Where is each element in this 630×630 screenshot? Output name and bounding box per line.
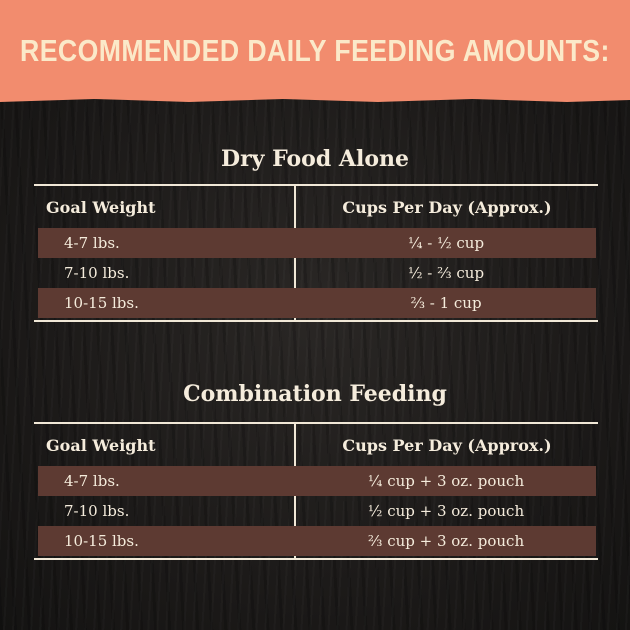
- table-bottom-rule: [34, 558, 598, 560]
- page-title: RECOMMENDED DAILY FEEDING AMOUNTS:: [20, 33, 610, 68]
- row-weight: 7-10 lbs.: [64, 502, 130, 520]
- row-amount: ¼ cup + 3 oz. pouch: [367, 472, 525, 490]
- table-bottom-rule: [34, 320, 598, 322]
- column-header-weight: Goal Weight: [46, 198, 156, 217]
- dry-food-title: Dry Food Alone: [220, 146, 409, 172]
- table-top-rule: [34, 422, 598, 424]
- row-amount: ½ cup + 3 oz. pouch: [367, 502, 525, 520]
- column-header-cups: Cups Per Day (Approx.): [342, 436, 552, 455]
- table-row: 10-15 lbs. ⅔ - 1 cup: [38, 288, 596, 318]
- table-row: 7-10 lbs. ½ cup + 3 oz. pouch: [38, 496, 596, 526]
- column-header-weight: Goal Weight: [46, 436, 156, 455]
- combination-title: Combination Feeding: [183, 381, 447, 407]
- row-weight: 7-10 lbs.: [64, 264, 130, 282]
- row-weight: 10-15 lbs.: [64, 532, 139, 550]
- table-row: 4-7 lbs. ¼ - ½ cup: [38, 228, 596, 258]
- row-amount: ⅔ - 1 cup: [410, 294, 482, 312]
- row-amount: ⅔ cup + 3 oz. pouch: [367, 532, 525, 550]
- table-row: 4-7 lbs. ¼ cup + 3 oz. pouch: [38, 466, 596, 496]
- row-amount: ½ - ⅔ cup: [407, 264, 485, 282]
- table-row: 10-15 lbs. ⅔ cup + 3 oz. pouch: [38, 526, 596, 556]
- table-top-rule: [34, 184, 598, 186]
- table-header-row: Goal Weight Cups Per Day (Approx.): [34, 424, 598, 466]
- column-header-cups: Cups Per Day (Approx.): [342, 198, 552, 217]
- row-amount: ¼ - ½ cup: [407, 234, 485, 252]
- table-header-row: Goal Weight Cups Per Day (Approx.): [34, 186, 598, 228]
- row-weight: 10-15 lbs.: [64, 294, 139, 312]
- row-weight: 4-7 lbs.: [64, 234, 120, 252]
- row-weight: 4-7 lbs.: [64, 472, 120, 490]
- header-banner: RECOMMENDED DAILY FEEDING AMOUNTS:: [0, 0, 630, 102]
- table-row: 7-10 lbs. ½ - ⅔ cup: [38, 258, 596, 288]
